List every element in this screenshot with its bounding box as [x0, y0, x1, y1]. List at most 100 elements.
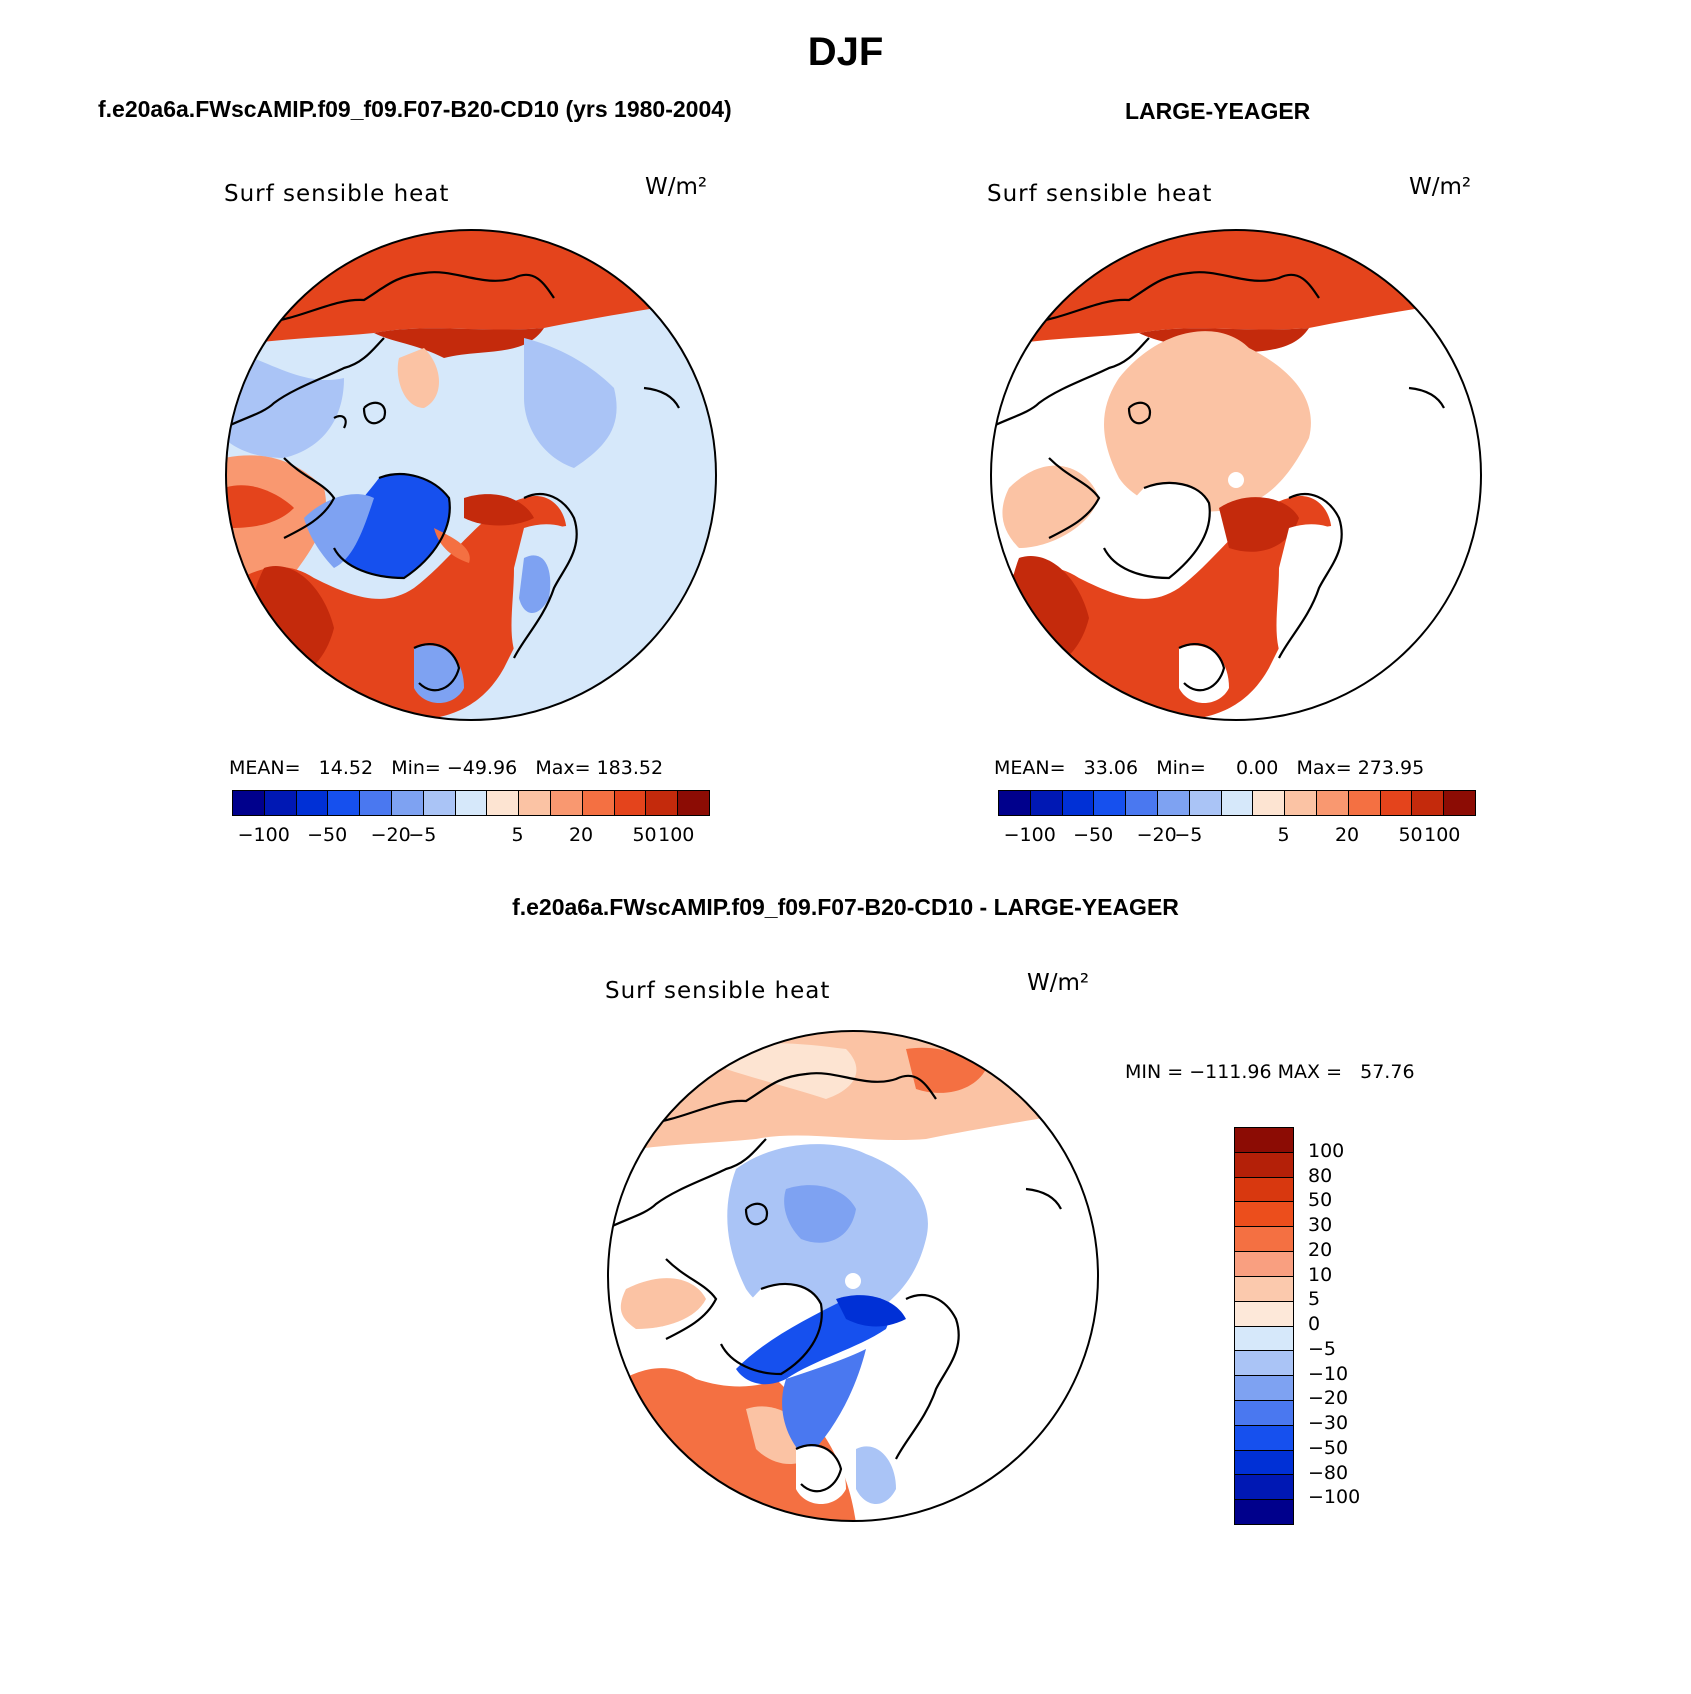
map-region-europe-asia	[1319, 523, 1481, 720]
map-pole-hole	[845, 1273, 861, 1289]
coastline-islands-b	[333, 414, 347, 429]
colorbar-swatch	[295, 791, 328, 815]
coastline-eurasia	[263, 271, 555, 325]
map-region-arctic-ocean	[1104, 331, 1311, 512]
colorbar-swatch	[1315, 791, 1348, 815]
map-boundary	[225, 229, 717, 721]
map-region-baltic	[519, 555, 551, 613]
min-value: −49.96	[446, 757, 518, 779]
colorbar-swatch	[1235, 1151, 1293, 1177]
figure-title: DJF	[807, 30, 884, 74]
colorbar-swatch	[359, 791, 391, 815]
coastline-islands-a	[362, 401, 387, 425]
colorbar-swatch	[1252, 791, 1285, 815]
coastline-british-isles	[795, 1444, 843, 1493]
map-region-norwegian-sea	[1219, 497, 1299, 552]
panel-model-units-label: W/m²	[645, 174, 708, 200]
panel-obs-map	[990, 229, 1482, 721]
colorbar-swatch	[1235, 1201, 1293, 1227]
map-region-europe-asia	[936, 1324, 1098, 1521]
max-value: 273.95	[1357, 757, 1425, 779]
colorbar-swatch	[1235, 1176, 1293, 1202]
coastline-scandinavia	[513, 493, 578, 659]
colorbar-swatch	[454, 791, 487, 815]
colorbar-swatch	[1235, 1350, 1293, 1376]
colorbar-swatch	[1235, 1300, 1293, 1326]
panel-diff-colorbar-ticks: 100 80 50 30 20 10 5 0 −5 −10 −20 −30 −50 −80 −100	[1308, 1127, 1428, 1523]
colorbar-tick-label: 50	[1398, 824, 1423, 846]
panel-diff-colorbar	[1234, 1127, 1294, 1525]
colorbar-tick-label: 0	[1308, 1313, 1321, 1335]
colorbar-tick-label: 10	[1308, 1263, 1333, 1286]
max-label: Max=	[535, 757, 591, 779]
colorbar-tick-label: 50	[632, 824, 657, 846]
colorbar-tick-label: −5	[1308, 1337, 1337, 1360]
panel-diff-units-label: W/m²	[1027, 970, 1090, 996]
panel-model-map	[225, 229, 717, 721]
panel-model-stats: MEAN= 14.52 Min= −49.96 Max= 183.52	[229, 757, 663, 779]
map-region-arctic-ocean	[344, 366, 524, 472]
colorbar-tick-label: −10	[1308, 1362, 1349, 1385]
colorbar-tick-label: −30	[1308, 1412, 1349, 1434]
colorbar-swatch	[1093, 791, 1126, 815]
min-label: Min=	[391, 757, 441, 779]
colorbar-tick-label: −50	[1073, 824, 1114, 846]
map-region-north-pacific	[620, 1278, 706, 1329]
map-region-siberia-light	[726, 1043, 857, 1099]
max-value: 183.52	[596, 757, 664, 779]
colorbar-swatch	[999, 791, 1030, 815]
panel-diff-case-title: f.e20a6a.FWscAMIP.f09_f09.F07-B20-CD10 -…	[512, 894, 1179, 920]
colorbar-swatch	[1347, 791, 1380, 815]
colorbar-swatch	[677, 791, 709, 815]
colorbar-swatch	[1235, 1499, 1293, 1524]
panel-obs-case-title: LARGE-YEAGER	[1125, 98, 1311, 124]
colorbar-tick-label: −5	[1174, 824, 1203, 846]
map-boundary	[990, 229, 1482, 721]
panel-model-colorbar-ticks: −100 −50 −20 −5 5 20 50 100	[232, 824, 708, 848]
coastline-british-isles	[1178, 643, 1226, 692]
colorbar-swatch	[518, 791, 550, 815]
colorbar-swatch	[1029, 791, 1062, 815]
coastline-greenland	[333, 473, 451, 580]
colorbar-tick-label: 30	[1308, 1214, 1333, 1236]
colorbar-swatch	[390, 791, 423, 815]
colorbar-tick-label: 20	[1308, 1238, 1333, 1261]
colorbar-tick-label: −100	[1308, 1486, 1361, 1509]
colorbar-tick-label: 5	[1308, 1288, 1321, 1311]
map-region-siberian-interior	[524, 338, 617, 468]
colorbar-swatch	[233, 791, 264, 815]
colorbar-tick-label: −20	[1136, 824, 1177, 846]
coastline-british-isles	[413, 643, 461, 692]
map-region-barents-deep	[836, 1295, 906, 1327]
panel-obs-colorbar	[998, 790, 1476, 816]
panel-diff-variable-label: Surf sensible heat	[605, 978, 831, 1004]
panel-model-colorbar	[232, 790, 710, 816]
coastline-islands-a	[1127, 401, 1152, 425]
colorbar-swatch	[1411, 791, 1444, 815]
mean-label: MEAN=	[229, 757, 301, 779]
colorbar-swatch	[1188, 791, 1221, 815]
coastline-scandinavia	[895, 1294, 960, 1460]
min-value: 0.00	[1236, 757, 1279, 779]
coastline-eurasia	[1028, 271, 1320, 325]
map-region-alaska-canada	[226, 348, 344, 458]
colorbar-swatch	[422, 791, 455, 815]
colorbar-tick-label: −50	[307, 824, 348, 846]
colorbar-tick-label: −100	[1003, 824, 1056, 846]
map-region-north-sea	[856, 1446, 896, 1504]
coastline-scandinavia	[1278, 493, 1343, 659]
colorbar-tick-label: 50	[1308, 1189, 1333, 1212]
max-label: Max=	[1296, 757, 1352, 779]
colorbar-swatch	[1061, 791, 1094, 815]
map-region-north-pacific	[1002, 465, 1099, 548]
colorbar-swatch	[581, 791, 614, 815]
map-boundary	[607, 1030, 1099, 1522]
colorbar-tick-label: −50	[1308, 1436, 1349, 1459]
panel-obs-units-label: W/m²	[1409, 174, 1472, 200]
colorbar-tick-label: 5	[1277, 824, 1290, 846]
panel-diff-map	[607, 1030, 1099, 1522]
colorbar-swatch	[645, 791, 678, 815]
colorbar-swatch	[1235, 1275, 1293, 1301]
colorbar-tick-label: −20	[1308, 1387, 1349, 1410]
map-region-bering-sea	[226, 485, 294, 528]
